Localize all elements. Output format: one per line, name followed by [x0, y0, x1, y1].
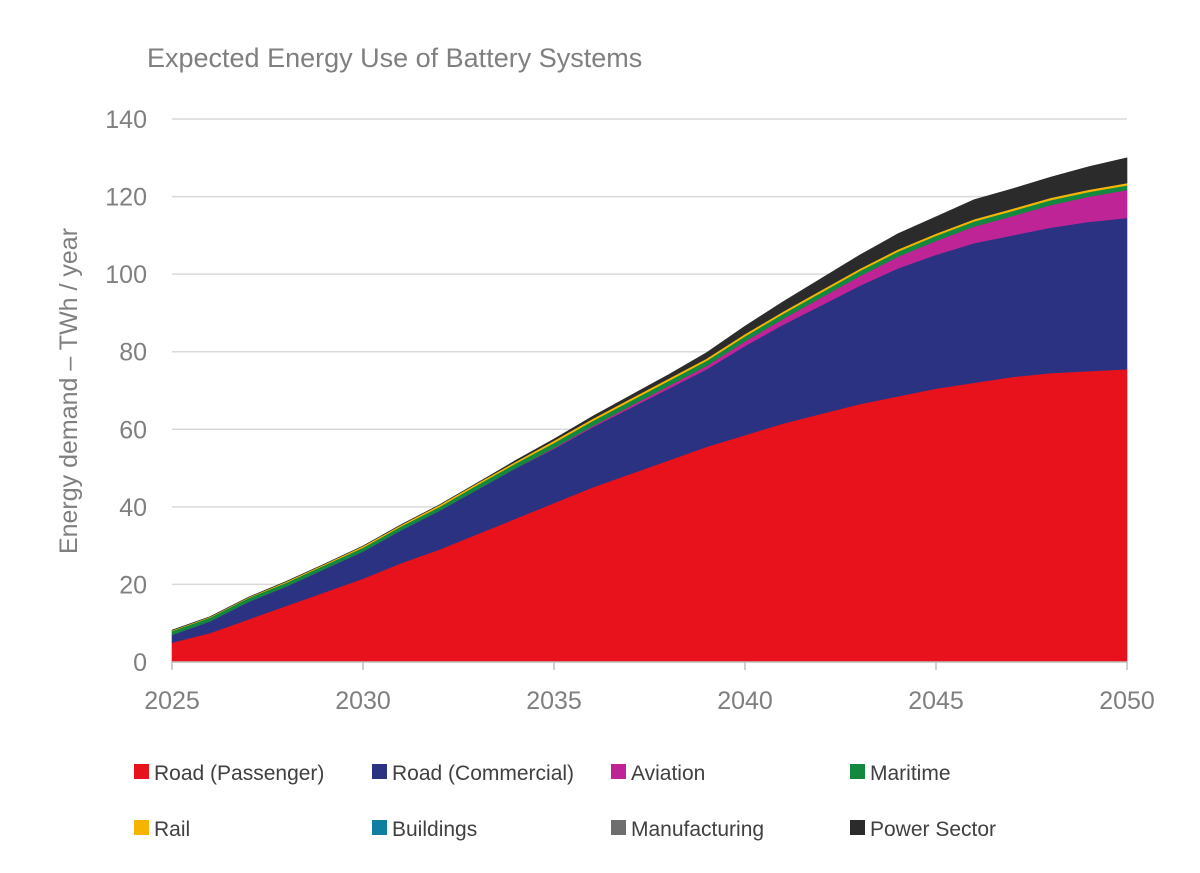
legend-swatch — [134, 820, 149, 835]
x-tick-label: 2030 — [335, 687, 391, 715]
legend-swatch — [372, 764, 387, 779]
x-tick-label: 2035 — [526, 687, 582, 715]
x-tick-label: 2050 — [1099, 687, 1155, 715]
y-tick-label: 60 — [119, 416, 147, 444]
legend-item: Power Sector — [850, 818, 996, 841]
y-axis-label: Energy demand – TWh / year — [55, 228, 83, 554]
legend-swatch — [611, 764, 626, 779]
legend-item: Road (Passenger) — [134, 762, 324, 785]
legend-item: Aviation — [611, 762, 705, 785]
legend-item: Buildings — [372, 818, 477, 841]
y-tick-label: 40 — [119, 494, 147, 522]
legend-label: Aviation — [631, 762, 705, 785]
legend-label: Power Sector — [870, 818, 996, 841]
y-tick-label: 120 — [105, 184, 147, 212]
y-tick-label: 80 — [119, 339, 147, 367]
legend-item: Rail — [134, 818, 190, 841]
legend-swatch — [134, 764, 149, 779]
legend-item: Manufacturing — [611, 818, 764, 841]
area-series-7 — [171, 157, 1128, 631]
legend-item: Maritime — [850, 762, 951, 785]
legend-label: Rail — [154, 818, 190, 841]
legend-label: Manufacturing — [631, 818, 764, 841]
legend-label: Road (Commercial) — [392, 762, 574, 785]
legend-item: Road (Commercial) — [372, 762, 574, 785]
legend-swatch — [850, 820, 865, 835]
y-tick-labels: 0 20 40 60 80 100 120 140 — [105, 106, 147, 677]
y-tick-label: 140 — [105, 106, 147, 134]
x-tick-label: 2045 — [908, 687, 964, 715]
x-tick-label: 2025 — [144, 687, 200, 715]
chart-title: Expected Energy Use of Battery Systems — [147, 43, 642, 73]
legend-label: Buildings — [392, 818, 477, 841]
legend-swatch — [611, 820, 626, 835]
legend-swatch — [850, 764, 865, 779]
legend-label: Road (Passenger) — [154, 762, 324, 785]
y-tick-label: 0 — [133, 649, 147, 677]
y-tick-label: 100 — [105, 261, 147, 289]
y-tick-label: 20 — [119, 571, 147, 599]
legend-label: Maritime — [870, 762, 951, 785]
legend-swatch — [372, 820, 387, 835]
x-tick-labels: 2025 2030 2035 2040 2045 2050 — [144, 687, 1155, 715]
x-tick-label: 2040 — [717, 687, 773, 715]
axes — [171, 661, 1128, 670]
legend: Road (Passenger) Road (Commercial) Aviatio… — [134, 762, 996, 841]
series-areas — [171, 157, 1128, 663]
